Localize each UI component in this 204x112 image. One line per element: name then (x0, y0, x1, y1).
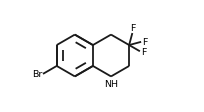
Text: F: F (129, 24, 134, 33)
Text: F: F (140, 47, 146, 56)
Text: NH: NH (104, 80, 118, 88)
Text: Br: Br (32, 70, 42, 79)
Text: F: F (142, 38, 147, 47)
